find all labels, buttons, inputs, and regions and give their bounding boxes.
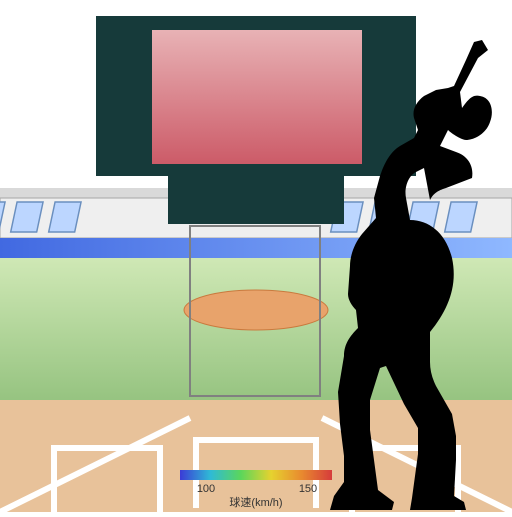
- chart-svg: 100 150 球速(km/h): [0, 0, 512, 512]
- stand-window: [11, 202, 43, 232]
- speed-label: 球速(km/h): [229, 495, 282, 509]
- scoreboard-screen: [152, 30, 362, 164]
- stand-window: [49, 202, 81, 232]
- speed-colorbar: [180, 470, 332, 480]
- speed-tick: 100: [197, 483, 215, 495]
- stand-window: [445, 202, 477, 232]
- speed-tick: 150: [299, 483, 317, 495]
- pitch-location-chart: 100 150 球速(km/h): [0, 0, 512, 512]
- pitchers-mound: [184, 290, 328, 330]
- scoreboard-base: [168, 176, 344, 224]
